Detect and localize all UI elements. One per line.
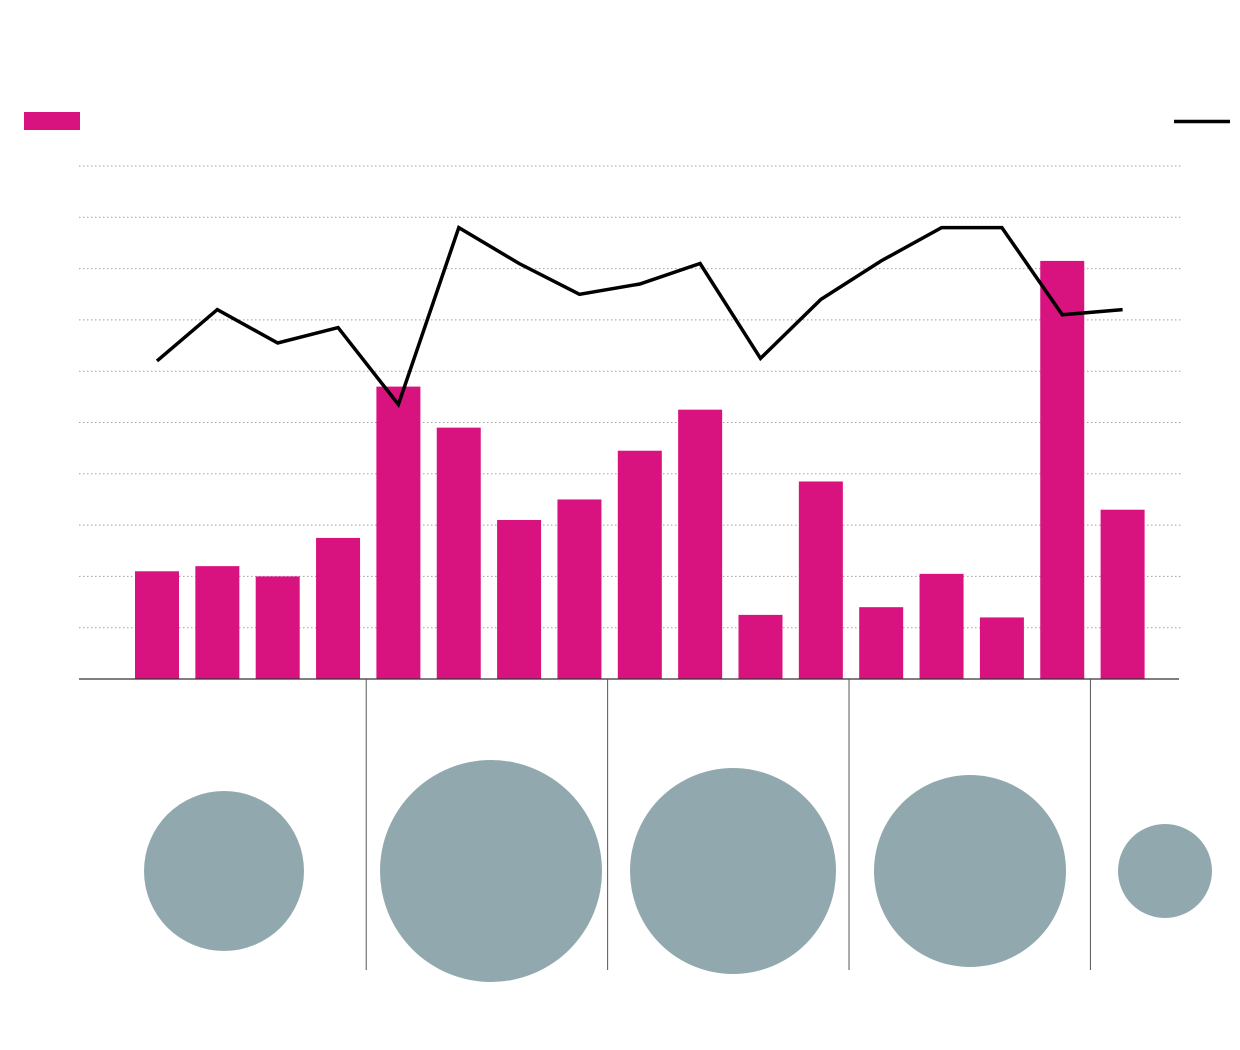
bar [919,573,964,679]
line-series [155,224,1123,409]
bar [1040,260,1085,679]
bar [316,537,361,679]
bar [436,427,481,679]
bar [195,566,240,679]
bar [255,576,300,679]
bar [738,614,783,679]
bar [979,617,1024,679]
bar [135,571,179,679]
bar [617,450,662,679]
bar [1100,509,1145,679]
bubble [380,760,602,982]
bubble [144,791,304,951]
bubble [1118,824,1212,918]
group-separators [365,679,1091,970]
bar [557,499,602,679]
bar [859,607,904,679]
bubble [874,775,1066,967]
bars [135,260,1145,679]
bubbles [144,760,1212,982]
line-path [155,224,1123,409]
bar [376,386,421,679]
bar [798,481,843,679]
bar [678,409,723,679]
bubble [630,768,836,974]
bar [497,519,542,679]
bar-legend-swatch [24,112,80,130]
